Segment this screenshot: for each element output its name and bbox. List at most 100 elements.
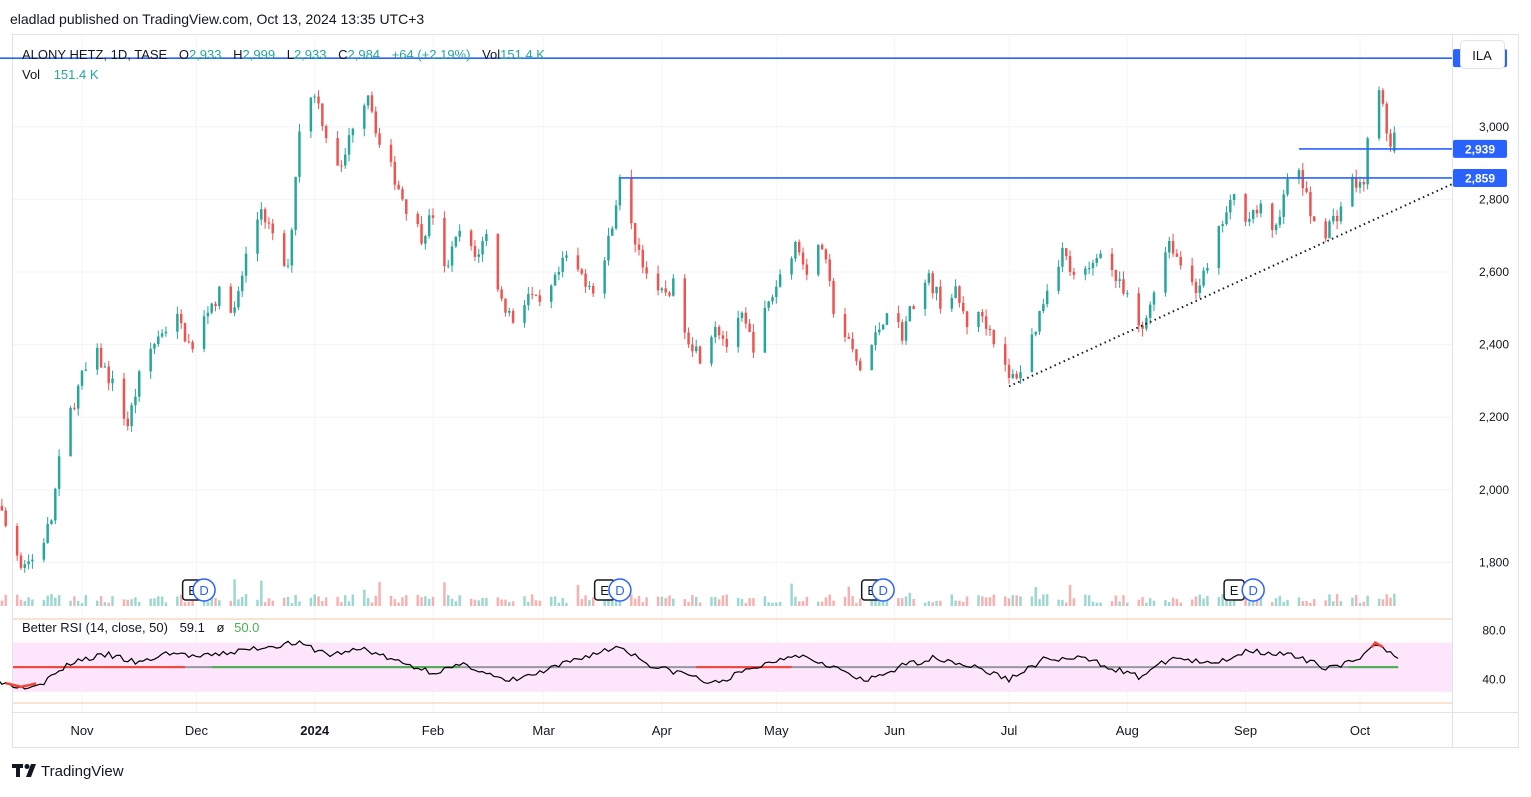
dividend-marker[interactable]: D [608, 578, 632, 602]
candle [912, 304, 915, 310]
rsi-extreme-segment [5, 681, 37, 689]
candle [614, 200, 618, 231]
volume-bar [130, 599, 133, 606]
volume-bar [1366, 595, 1369, 606]
candle [446, 259, 450, 269]
candle [202, 310, 206, 353]
candle [313, 93, 316, 104]
candle [603, 256, 606, 299]
candle [450, 241, 454, 273]
volume-bar [927, 601, 931, 606]
candle [1221, 220, 1224, 233]
volume-bar [347, 601, 351, 606]
high-value: 2,999 [243, 47, 276, 62]
volume-bar [881, 597, 885, 606]
volume-bar [805, 596, 809, 606]
open-value: 2,933 [189, 47, 222, 62]
volume-bar [1084, 594, 1087, 606]
volume-bar [446, 595, 450, 606]
volume-bar [645, 597, 648, 606]
time-tick-label: Nov [70, 723, 94, 738]
volume-bar [1221, 594, 1224, 606]
tradingview-brand-text: TradingView [41, 763, 124, 780]
dividend-marker[interactable]: D [1241, 578, 1265, 602]
volume-bar [54, 597, 57, 606]
volume-bar [1301, 601, 1305, 606]
candle [401, 186, 404, 201]
candle [984, 309, 988, 336]
candle [1003, 336, 1007, 372]
volume-bar [321, 600, 324, 606]
earnings-marker[interactable]: E [1223, 579, 1245, 601]
candle [1389, 129, 1392, 152]
candle [229, 283, 233, 314]
price-tick-label: 2,400 [1479, 338, 1509, 352]
trendline-drawing[interactable] [1008, 183, 1453, 388]
volume-bar [981, 596, 984, 606]
candle [500, 286, 503, 302]
volume-bar [229, 600, 233, 606]
volume-bar [469, 598, 473, 606]
volume-bar [149, 598, 152, 606]
candle [1148, 301, 1152, 325]
currency-button[interactable]: ILA [1460, 40, 1505, 69]
volume-bar [84, 594, 88, 606]
rsi-extreme-segment [1370, 640, 1384, 649]
candle [214, 301, 217, 312]
candle [767, 300, 770, 312]
candle [977, 311, 980, 332]
volume-bar [1217, 597, 1221, 606]
volume-bar [218, 600, 221, 606]
volume-bar [1282, 601, 1285, 606]
tradingview-logo[interactable]: TradingView [12, 763, 124, 780]
candle [965, 310, 969, 335]
volume-bar [286, 596, 290, 606]
candle [1274, 223, 1278, 235]
volume-bar [1381, 599, 1385, 606]
candle [454, 236, 458, 249]
volume-bar [694, 596, 698, 606]
volume-bar [366, 597, 370, 606]
candle [1377, 86, 1381, 141]
candle [271, 219, 274, 241]
candle [641, 244, 645, 274]
volume-bar [481, 597, 484, 606]
time-axis[interactable]: Nov Dec 2024 Feb Mar Apr May Jun Jul Aug Sep Oct [70, 723, 1370, 738]
candle [797, 239, 801, 256]
dividend-marker[interactable]: D [871, 578, 895, 602]
candle [992, 329, 996, 348]
dividend-marker[interactable]: D [192, 578, 216, 602]
candle [687, 327, 690, 348]
candle [1358, 176, 1362, 194]
volume-bar [1141, 597, 1144, 606]
volume-bar [1011, 595, 1015, 606]
volume-bar [1385, 594, 1388, 606]
candle [99, 343, 103, 368]
volume-bar [210, 597, 213, 606]
candle [218, 286, 221, 310]
volume-bar [15, 594, 19, 606]
price-axis[interactable]: 1,800 2,000 2,200 2,400 2,600 2,800 3,000 80.0 4… [1479, 120, 1509, 687]
volume-bar [1225, 597, 1228, 606]
volume-bar [904, 596, 908, 606]
candle [935, 286, 938, 301]
trendline[interactable] [1008, 183, 1453, 388]
volume-bar [965, 596, 969, 606]
volume-bar [378, 582, 381, 606]
volume-bar [1057, 599, 1060, 606]
candle [405, 199, 408, 221]
volume-bar [1175, 599, 1179, 606]
volume-bar [992, 594, 996, 606]
volume-bar [244, 594, 248, 606]
candle [1354, 169, 1358, 193]
event-markers[interactable]: EDEDEDED [181, 578, 1265, 602]
candle [714, 321, 717, 344]
volume-bar [591, 597, 595, 606]
candle [870, 344, 873, 371]
volume-bar [1168, 602, 1171, 606]
volume-bar [343, 595, 347, 606]
volume-bar [431, 596, 435, 606]
